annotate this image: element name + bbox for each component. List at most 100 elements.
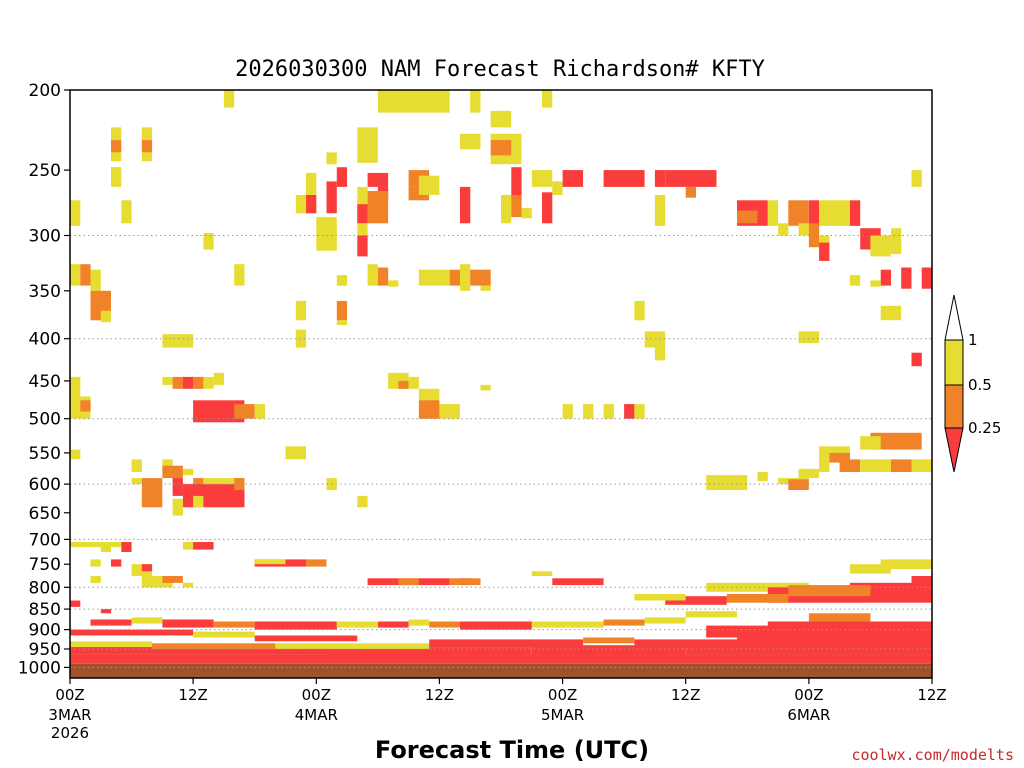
ri-cell [552,578,604,586]
legend-label: 1 [968,331,978,349]
legend-arrow-bottom [944,427,964,473]
ri-cell [326,181,337,214]
ri-cell [336,275,348,286]
ri-cell [162,619,214,628]
ri-cell [921,267,932,289]
ri-cell [377,90,450,113]
ri-cell [398,578,419,586]
ri-cell [634,300,645,321]
ri-cell [213,621,255,628]
ri-cell [849,582,932,590]
ri-cell [234,478,245,491]
ri-cell [418,578,450,586]
ri-cell [162,576,183,583]
ri-cell [911,352,922,367]
ri-cell [131,617,163,624]
ri-cell [849,275,861,286]
y-tick-label: 250 [29,161,61,181]
ri-cell [357,495,368,508]
y-tick-label: 850 [29,600,61,620]
ri-cell [172,498,183,516]
ri-cell [542,192,553,224]
ri-cell [808,223,820,248]
ri-cell [665,170,717,187]
ri-cell [511,167,522,201]
ri-cell [654,195,666,226]
y-tick-label: 750 [29,555,61,575]
y-tick-label: 900 [29,621,61,641]
ri-cell [552,181,563,195]
ri-cell [234,264,245,286]
ri-cell [808,200,820,226]
ri-cell [141,576,173,588]
x-tick-label: 00Z [794,686,823,704]
ri-cell [665,596,727,605]
legend-bin [944,339,964,386]
x-tick-label: 12Z [425,686,454,704]
ri-cell [788,200,809,226]
ri-cell [870,280,881,287]
ri-cell [275,643,430,649]
ri-cell [70,542,122,548]
ri-cell [911,459,932,472]
x-tick-label: 12Z [671,686,700,704]
ri-cell [377,267,389,286]
ri-cell [326,647,532,657]
legend-bin [944,384,964,429]
ri-cell [254,404,265,419]
ri-cell [408,376,419,389]
ri-cell [234,404,255,419]
ri-cell [870,235,891,257]
ri-cell [819,242,830,261]
ri-cell [460,186,471,224]
ri-cell [80,264,91,286]
ri-cell [254,559,286,565]
ri-cell [306,172,317,214]
ri-cell [326,152,337,165]
ri-cell [336,300,348,321]
ri-cell [70,449,81,460]
y-tick-label: 200 [29,81,61,101]
y-tick-label: 800 [29,578,61,598]
ri-cell [470,90,481,113]
ri-cell [583,637,635,644]
ri-cell [501,195,512,224]
ri-cell [367,191,389,224]
ri-cell [254,635,358,642]
ri-cell [767,200,779,226]
ri-cell [388,280,399,287]
ri-cell [141,140,153,153]
ri-cell [162,376,173,385]
ri-cell [531,170,553,187]
ri-cell [141,127,153,141]
ri-cell [418,400,440,419]
ri-cell [449,269,460,286]
ri-cell [111,140,122,153]
ri-cell [788,479,809,490]
x-tick-label: 12Z [917,686,946,704]
ri-cell [880,559,932,569]
ri-cell [367,172,389,187]
ri-cell [90,576,101,583]
ri-cell [193,631,255,638]
ri-cell [193,376,204,389]
ri-cell [121,200,132,224]
ri-cell [737,210,758,224]
ri-cell [490,140,512,156]
ri-cell [100,547,112,552]
ri-cell [111,127,122,141]
ri-cell [193,400,245,423]
ri-cell [90,619,132,626]
ri-cell [367,264,378,286]
credit-link[interactable]: coolwx.com/modelts [851,746,1014,764]
legend-arrow-top [944,294,964,341]
ri-cell [901,267,912,289]
ri-cell [562,404,573,419]
ri-cell [131,478,142,485]
ri-cell [429,639,584,648]
ri-cell [603,170,645,187]
ri-cell [131,459,142,472]
ri-cell [162,465,183,479]
ri-cell [644,617,686,624]
